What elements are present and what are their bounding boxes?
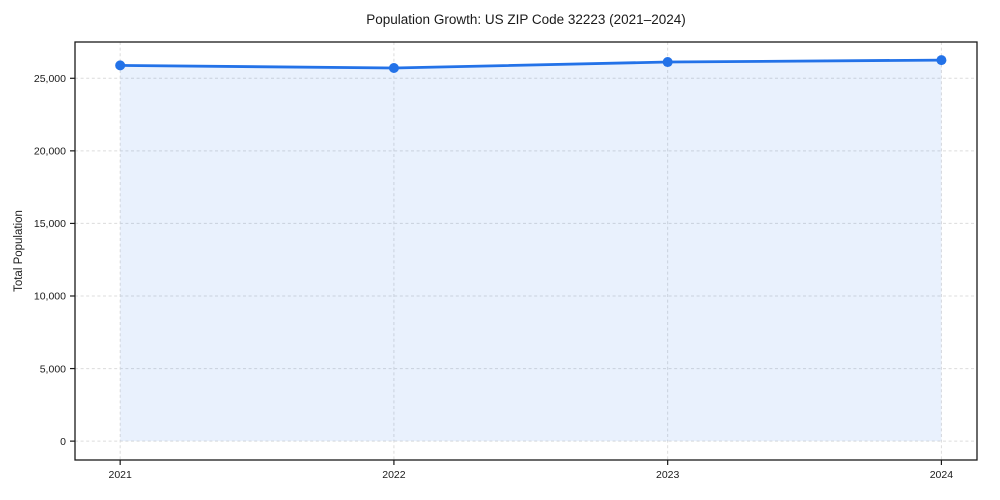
x-tick-label: 2022	[382, 469, 406, 481]
y-tick-label: 20,000	[34, 146, 66, 158]
data-point-marker	[662, 57, 673, 68]
y-tick-label: 25,000	[34, 73, 66, 85]
x-tick-label: 2024	[930, 469, 954, 481]
area-fill	[120, 60, 942, 442]
data-point-marker	[115, 60, 126, 71]
y-tick-label: 15,000	[34, 218, 66, 230]
chart-title: Population Growth: US ZIP Code 32223 (20…	[366, 12, 686, 27]
x-tick-label: 2023	[656, 469, 680, 481]
y-tick-label: 0	[60, 436, 66, 448]
data-point-marker	[936, 55, 947, 66]
x-tick-label: 2021	[108, 469, 132, 481]
data-point-marker	[388, 62, 399, 73]
y-tick-label: 5,000	[40, 363, 66, 375]
plot-border	[74, 41, 978, 461]
y-tick-label: 10,000	[34, 291, 66, 303]
data-line	[118, 58, 943, 70]
